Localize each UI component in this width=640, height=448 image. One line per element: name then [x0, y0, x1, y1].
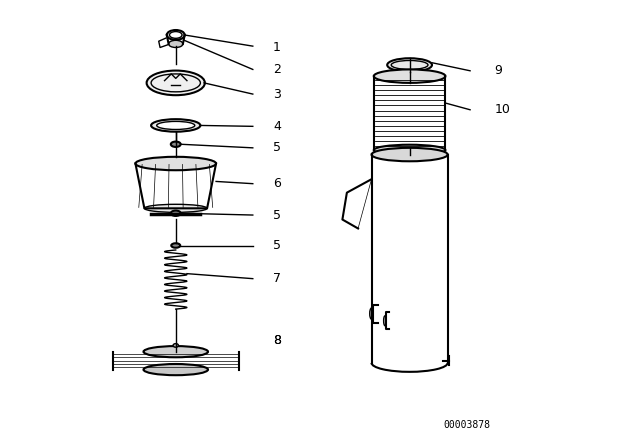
- Ellipse shape: [172, 243, 180, 248]
- Ellipse shape: [136, 157, 216, 170]
- Ellipse shape: [151, 119, 200, 132]
- Text: 5: 5: [273, 208, 281, 222]
- Ellipse shape: [168, 40, 183, 47]
- Text: 5: 5: [273, 239, 281, 252]
- Text: 5: 5: [273, 141, 281, 155]
- Text: 9: 9: [495, 64, 502, 78]
- Ellipse shape: [374, 69, 445, 83]
- Ellipse shape: [387, 58, 432, 72]
- Text: 3: 3: [273, 87, 281, 101]
- Text: 1: 1: [273, 40, 281, 54]
- Ellipse shape: [157, 121, 195, 129]
- Ellipse shape: [170, 31, 182, 39]
- Ellipse shape: [383, 316, 387, 326]
- Text: 10: 10: [495, 103, 511, 116]
- Ellipse shape: [147, 71, 205, 95]
- Text: 2: 2: [273, 63, 281, 76]
- Text: 7: 7: [273, 272, 281, 285]
- Text: 6: 6: [273, 177, 281, 190]
- Ellipse shape: [143, 346, 208, 358]
- Text: 8: 8: [273, 334, 281, 347]
- Ellipse shape: [371, 148, 448, 161]
- Ellipse shape: [143, 364, 208, 375]
- Ellipse shape: [173, 344, 179, 347]
- Text: 4: 4: [273, 120, 281, 133]
- Ellipse shape: [171, 142, 180, 147]
- Ellipse shape: [370, 308, 373, 319]
- Ellipse shape: [374, 145, 445, 155]
- Text: 00003878: 00003878: [444, 420, 490, 430]
- Text: 8: 8: [273, 334, 281, 347]
- Ellipse shape: [171, 211, 180, 216]
- Ellipse shape: [167, 30, 185, 40]
- Ellipse shape: [145, 204, 207, 212]
